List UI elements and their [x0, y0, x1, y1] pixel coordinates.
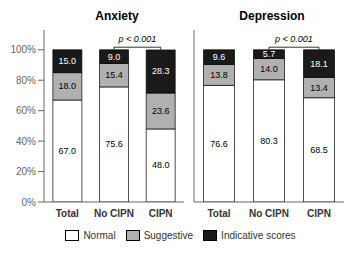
svg-text:5.7: 5.7	[263, 49, 276, 59]
svg-text:18.0: 18.0	[59, 81, 77, 91]
svg-text:14.0: 14.0	[260, 64, 278, 74]
svg-text:76.6: 76.6	[210, 139, 228, 149]
svg-text:18.1: 18.1	[310, 59, 328, 69]
svg-text:9.6: 9.6	[213, 52, 226, 62]
html-text:Normal: Normal	[83, 230, 116, 241]
svg-text:60%: 60%	[16, 105, 36, 116]
svg-text:13.8: 13.8	[210, 70, 228, 80]
svg-text:15.0: 15.0	[59, 56, 77, 66]
svg-text:Total: Total	[207, 208, 230, 219]
svg-text:No CIPN: No CIPN	[94, 208, 134, 219]
svg-text:40%: 40%	[16, 136, 36, 147]
svg-text:9.0: 9.0	[108, 52, 121, 62]
svg-text:67.0: 67.0	[59, 146, 77, 156]
svg-text:75.6: 75.6	[105, 139, 123, 149]
svg-text:0%: 0%	[22, 197, 37, 208]
svg-text:80%: 80%	[16, 75, 36, 86]
svg-text:48.0: 48.0	[152, 160, 170, 170]
svg-text:No CIPN: No CIPN	[249, 208, 289, 219]
html-text:Indicative scores: Indicative scores	[221, 230, 296, 241]
svg-text:68.5: 68.5	[310, 145, 328, 155]
html-text:Anxiety: Anxiety	[95, 9, 139, 23]
svg-text:20%: 20%	[16, 166, 36, 177]
svg-text:100%: 100%	[10, 44, 36, 55]
svg-text:p < 0.001: p < 0.001	[274, 34, 313, 44]
svg-text:p < 0.001: p < 0.001	[117, 34, 156, 44]
svg-text:15.4: 15.4	[105, 70, 123, 80]
svg-text:13.4: 13.4	[310, 83, 328, 93]
html-text:Depression: Depression	[239, 9, 305, 23]
svg-text:CIPN: CIPN	[149, 208, 173, 219]
svg-text:28.3: 28.3	[152, 66, 170, 76]
svg-text:80.3: 80.3	[260, 136, 278, 146]
svg-text:CIPN: CIPN	[307, 208, 331, 219]
svg-text:Total: Total	[56, 208, 79, 219]
html-text:Suggestive: Suggestive	[143, 230, 194, 241]
svg-text:23.6: 23.6	[152, 106, 170, 116]
